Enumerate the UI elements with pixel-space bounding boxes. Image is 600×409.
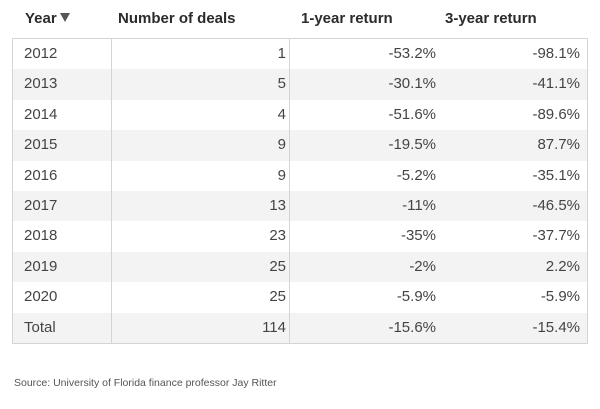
cell-1-year-return: -2% — [409, 257, 436, 275]
cell-year: 2018 — [24, 227, 58, 245]
cell-1-year-return: -5.2% — [396, 166, 436, 184]
cell-year: 2015 — [24, 136, 58, 154]
cell-3-year-return: -46.5% — [532, 197, 580, 214]
cell-deals: 5 — [277, 75, 286, 93]
column-divider — [289, 39, 290, 343]
cell-3-year-return: -35.1% — [532, 166, 580, 184]
cell-deals: 9 — [277, 166, 286, 184]
column-divider — [111, 39, 112, 343]
cell-deals: 1 — [277, 45, 286, 62]
cell-deals: 114 — [262, 318, 286, 336]
cell-1-year-return: -15.6% — [388, 318, 436, 336]
cell-year: 2019 — [24, 257, 58, 275]
table-row: 2016 9 -5.2% -35.1% — [13, 161, 587, 191]
cell-3-year-return: -41.1% — [532, 75, 580, 93]
cell-year: 2012 — [24, 45, 58, 62]
column-header-year[interactable]: Year — [25, 10, 70, 27]
cell-1-year-return: -53.2% — [388, 45, 436, 62]
cell-1-year-return: -5.9% — [396, 288, 436, 306]
column-header-3-year-return: 3-year return — [445, 10, 537, 27]
cell-3-year-return: -5.9% — [540, 288, 580, 306]
table-row: 2015 9 -19.5% 87.7% — [13, 130, 587, 161]
table-row: 2012 1 -53.2% -98.1% — [13, 39, 587, 69]
table-row: 2020 25 -5.9% -5.9% — [13, 282, 587, 312]
table-row: 2017 13 -11% -46.5% — [13, 191, 587, 222]
cell-year: 2017 — [24, 197, 58, 214]
column-header-deals: Number of deals — [118, 10, 236, 27]
cell-year: 2016 — [24, 166, 58, 184]
table-row: Total 114 -15.6% -15.4% — [13, 312, 587, 343]
cell-3-year-return: -98.1% — [532, 45, 580, 62]
column-header-year-label: Year — [25, 10, 57, 27]
column-header-1-year-return: 1-year return — [301, 10, 393, 27]
cell-deals: 25 — [269, 288, 286, 306]
cell-deals: 13 — [269, 197, 286, 214]
cell-1-year-return: -35% — [400, 227, 436, 245]
cell-3-year-return: -37.7% — [532, 227, 580, 245]
cell-deals: 23 — [269, 227, 286, 245]
cell-year: 2014 — [24, 105, 58, 123]
cell-3-year-return: -89.6% — [532, 105, 580, 123]
cell-1-year-return: -51.6% — [388, 105, 436, 123]
table-row: 2019 25 -2% 2.2% — [13, 251, 587, 283]
table-row: 2013 5 -30.1% -41.1% — [13, 69, 587, 100]
cell-3-year-return: 87.7% — [537, 136, 580, 154]
cell-1-year-return: -19.5% — [388, 136, 436, 154]
table-row: 2014 4 -51.6% -89.6% — [13, 100, 587, 130]
cell-year: Total — [24, 318, 56, 336]
cell-deals: 9 — [277, 136, 286, 154]
cell-3-year-return: 2.2% — [545, 257, 580, 275]
cell-year: 2020 — [24, 288, 58, 306]
source-note: Source: University of Florida finance pr… — [14, 377, 277, 389]
sort-descending-icon[interactable] — [59, 13, 70, 22]
cell-year: 2013 — [24, 75, 58, 93]
cell-1-year-return: -11% — [402, 197, 436, 214]
cell-1-year-return: -30.1% — [388, 75, 436, 93]
table-row: 2018 23 -35% -37.7% — [13, 221, 587, 251]
cell-deals: 4 — [277, 105, 286, 123]
cell-3-year-return: -15.4% — [532, 318, 580, 336]
data-table: Total 114 -15.6% -15.4% 2020 25 -5.9% -5.9% 2019… — [12, 38, 588, 344]
table-header: Year Number of deals 1-year return 3-yea… — [12, 0, 588, 38]
cell-deals: 25 — [269, 257, 286, 275]
